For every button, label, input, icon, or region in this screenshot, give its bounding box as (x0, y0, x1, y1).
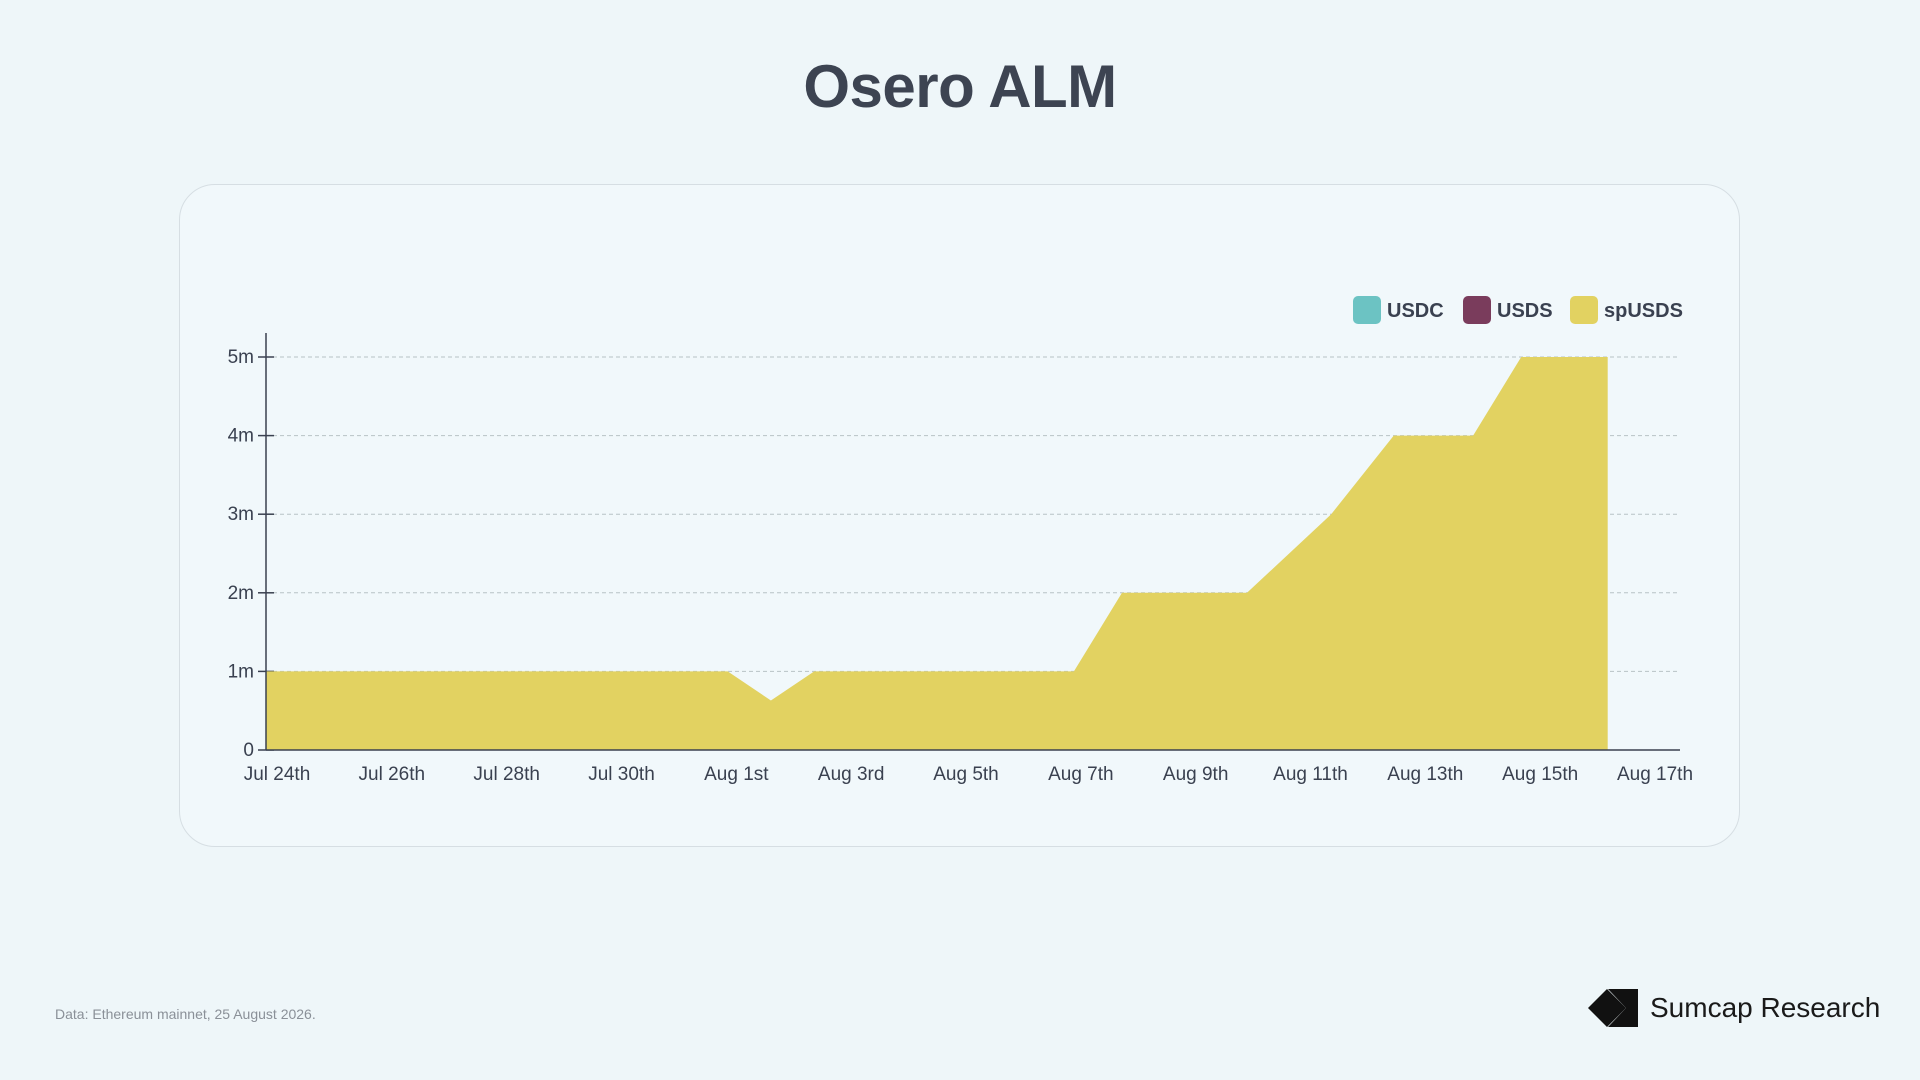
x-tick-label: Aug 13th (1387, 764, 1463, 785)
chart-title: Osero ALM (803, 53, 1117, 120)
legend-swatch-usdc (1353, 296, 1381, 324)
legend-label-usds: USDS (1497, 300, 1553, 322)
x-tick-label: Aug 7th (1048, 764, 1114, 785)
y-tick-label: 2m (228, 583, 254, 604)
x-tick-label: Aug 5th (933, 764, 999, 785)
x-tick-label: Jul 28th (473, 764, 540, 785)
x-tick-label: Aug 11th (1273, 764, 1348, 785)
sumcap-logo-icon (1588, 989, 1638, 1027)
brand-name: Sumcap Research (1650, 992, 1881, 1023)
y-tick-label: 5m (228, 347, 254, 368)
x-tick-label: Jul 30th (588, 764, 655, 785)
x-tick-label: Aug 1st (704, 764, 769, 785)
x-tick-label: Aug 17th (1617, 764, 1693, 785)
source-note: Data: Ethereum mainnet, 25 August 2026. (55, 1006, 316, 1022)
legend-swatch-spusds (1570, 296, 1598, 324)
area-spusds (266, 357, 1608, 750)
y-tick-label: 4m (228, 426, 254, 447)
y-tick-label: 0 (243, 740, 254, 761)
legend-label-spusds: spUSDS (1604, 300, 1683, 322)
area-chart: 0 1m 2m 3m 4m 5m Jul 24th Jul 26th Jul 28th Jul 3… (228, 296, 1693, 785)
y-tick-label: 3m (228, 504, 254, 525)
x-tick-label: Aug 9th (1163, 764, 1229, 785)
legend-swatch-usds (1463, 296, 1491, 324)
x-tick-label: Jul 26th (359, 764, 426, 785)
x-tick-label: Aug 15th (1502, 764, 1578, 785)
chart-card: 0 1m 2m 3m 4m 5m Jul 24th Jul 26th Jul 28th Jul 3… (179, 184, 1740, 847)
brand: Sumcap Research (1588, 988, 1880, 1028)
y-tick-label: 1m (228, 661, 254, 682)
x-tick-label: Aug 3rd (818, 764, 885, 785)
x-tick-label: Jul 24th (244, 764, 311, 785)
legend-label-usdc: USDC (1387, 300, 1444, 322)
